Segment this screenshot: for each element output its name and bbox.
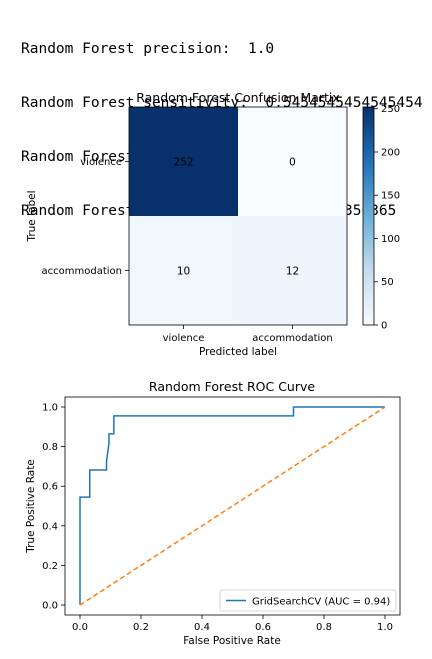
confusion-matrix: Random Forest Confusion Martix 252 010 12 … — [26, 90, 400, 358]
roc-xtick-label: 1.0 — [377, 622, 393, 633]
chance-line — [79, 406, 386, 606]
cm-cell — [129, 107, 238, 216]
legend-label: GridSearchCV (AUC = 0.94) — [252, 597, 390, 608]
cm-cell — [238, 216, 347, 325]
colorbar-tick-label: 250 — [381, 104, 400, 115]
roc-xtick-label: 0.4 — [194, 622, 210, 633]
colorbar-tick-label: 200 — [381, 147, 400, 158]
colorbar-ticks: 0 50 100 150 200 250 — [374, 104, 400, 332]
roc-ytick-label: 1.0 — [42, 403, 58, 414]
precision-line: Random Forest precision: 1.0 — [21, 41, 275, 57]
roc-legend: GridSearchCV (AUC = 0.94) — [219, 589, 397, 612]
cm-tick-labels: violence accommodation violence accommodati… — [42, 157, 333, 344]
colorbar-tick-label: 50 — [381, 277, 394, 288]
roc-frame — [64, 396, 401, 616]
colorbar-tick-label: 0 — [381, 321, 387, 332]
roc-title: Random Forest ROC Curve — [149, 379, 315, 394]
cm-ytick-label: accommodation — [42, 266, 122, 277]
cm-ylabel: True label — [26, 190, 38, 242]
cm-xlabel: Predicted label — [199, 346, 277, 358]
roc-xtick-label: 0.8 — [316, 622, 332, 633]
cm-cell — [129, 216, 238, 325]
cm-cell-value: 0 — [289, 157, 296, 169]
roc-ytick-label: 0.6 — [42, 482, 58, 493]
colorbar-tick-label: 100 — [381, 234, 400, 245]
roc-xtick-label: 0.6 — [255, 622, 271, 633]
roc-ticks: 0.0 0.2 0.4 0.6 0.8 1.0 0.0 0.2 0.4 0.6 0.8 1.0 — [42, 403, 393, 634]
roc-ytick-label: 0.2 — [42, 561, 58, 572]
cm-xtick-label: violence — [163, 333, 205, 344]
cm-ytick-label: violence — [80, 157, 122, 168]
cm-cells: 252 0 10 12 — [129, 107, 347, 325]
cm-title: Random Forest Confusion Martix — [136, 90, 340, 105]
colorbar — [362, 106, 375, 326]
roc-xlabel: False Positive Rate — [183, 635, 281, 647]
cm-frame — [128, 106, 348, 326]
colorbar-tick-label: 150 — [381, 191, 400, 202]
cm-xtick-label: accommodation — [252, 333, 332, 344]
cm-cell-value: 252 — [173, 157, 193, 169]
roc-plot — [79, 406, 386, 606]
cm-cell-value: 12 — [286, 266, 299, 278]
roc-ytick-label: 0.0 — [42, 601, 58, 612]
roc-ylabel: True Positive Rate — [25, 459, 37, 554]
roc-curve — [79, 406, 385, 605]
roc-ytick-label: 0.4 — [42, 521, 58, 532]
roc-chart: Random Forest ROC Curve 0.0 0.2 0.4 0.6 0.8 1… — [25, 379, 401, 647]
legend-box — [219, 589, 397, 612]
roc-xtick-label: 0.2 — [133, 622, 149, 633]
cm-cell-value: 10 — [177, 266, 190, 278]
cm-cell — [238, 107, 347, 216]
roc-xtick-label: 0.0 — [72, 622, 88, 633]
roc-ytick-label: 0.8 — [42, 442, 58, 453]
